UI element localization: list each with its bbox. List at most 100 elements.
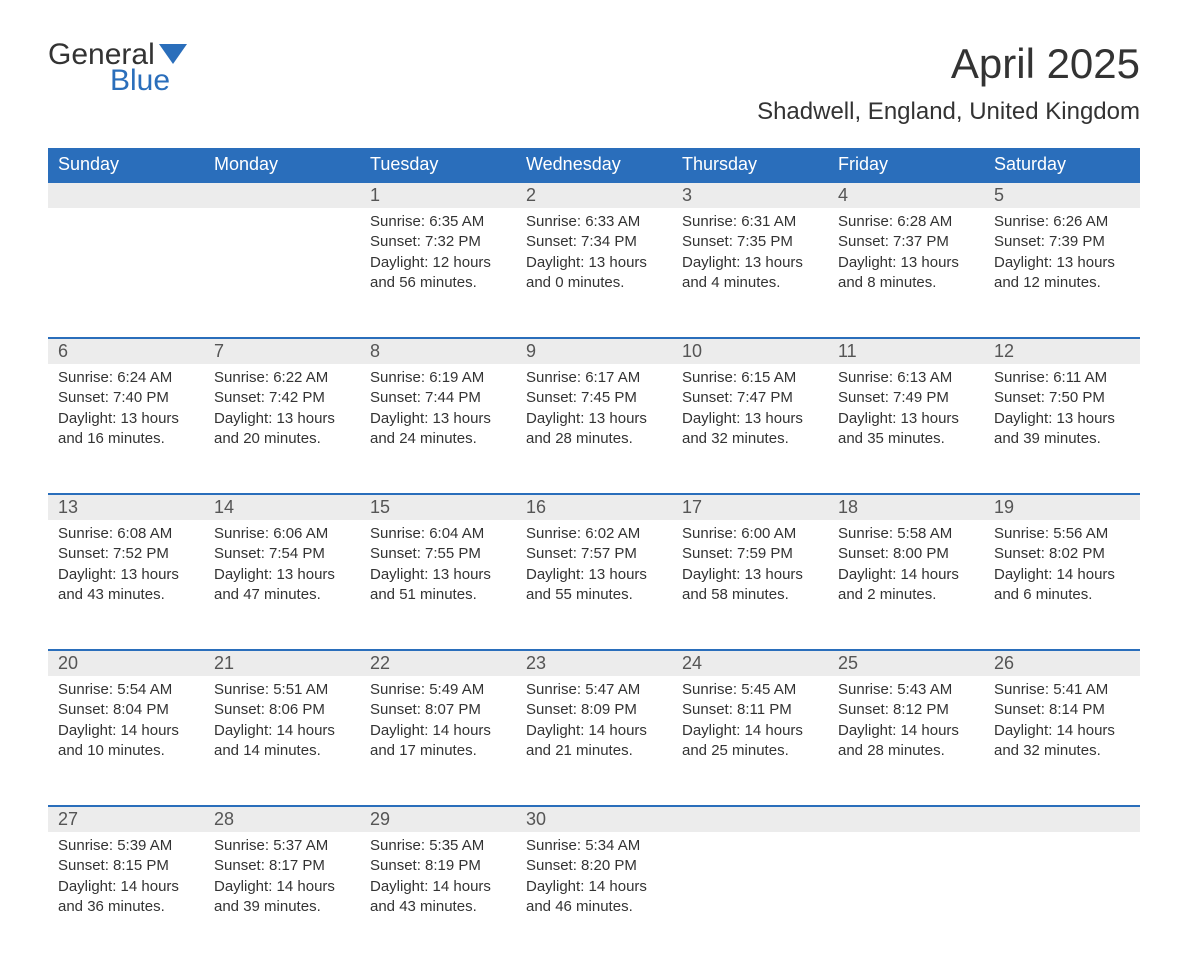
- sunset-text: Sunset: 7:35 PM: [682, 232, 818, 252]
- day-number: 24: [672, 651, 828, 676]
- day-content: Sunrise: 6:19 AMSunset: 7:44 PMDaylight:…: [360, 364, 516, 463]
- day-number: 27: [48, 807, 204, 832]
- sunrise-text: Sunrise: 5:58 AM: [838, 524, 974, 544]
- daylight-text-1: Daylight: 13 hours: [682, 565, 818, 585]
- day-content-cell: [48, 208, 204, 338]
- sunset-text: Sunset: 8:20 PM: [526, 856, 662, 876]
- daylight-text-1: Daylight: 14 hours: [370, 721, 506, 741]
- day-content-cell: Sunrise: 6:06 AMSunset: 7:54 PMDaylight:…: [204, 520, 360, 650]
- day-content-cell: Sunrise: 5:39 AMSunset: 8:15 PMDaylight:…: [48, 832, 204, 962]
- sunset-text: Sunset: 8:17 PM: [214, 856, 350, 876]
- day-number-cell: 23: [516, 650, 672, 676]
- logo-text-2: Blue: [48, 66, 170, 96]
- daylight-text-1: Daylight: 14 hours: [526, 877, 662, 897]
- day-content-cell: Sunrise: 5:54 AMSunset: 8:04 PMDaylight:…: [48, 676, 204, 806]
- sunset-text: Sunset: 7:34 PM: [526, 232, 662, 252]
- daylight-text-1: Daylight: 14 hours: [526, 721, 662, 741]
- day-number-cell: 5: [984, 182, 1140, 208]
- daylight-text-2: and 55 minutes.: [526, 585, 662, 605]
- day-number-cell: 9: [516, 338, 672, 364]
- day-number-cell: [672, 806, 828, 832]
- daylight-text-1: Daylight: 14 hours: [214, 877, 350, 897]
- daylight-text-2: and 39 minutes.: [994, 429, 1130, 449]
- day-number-cell: 10: [672, 338, 828, 364]
- day-number: 13: [48, 495, 204, 520]
- sunset-text: Sunset: 8:14 PM: [994, 700, 1130, 720]
- day-content-cell: Sunrise: 5:58 AMSunset: 8:00 PMDaylight:…: [828, 520, 984, 650]
- day-number: 29: [360, 807, 516, 832]
- sunset-text: Sunset: 7:50 PM: [994, 388, 1130, 408]
- sunrise-text: Sunrise: 5:34 AM: [526, 836, 662, 856]
- week-daynum-row: 13141516171819: [48, 494, 1140, 520]
- day-content: Sunrise: 6:26 AMSunset: 7:39 PMDaylight:…: [984, 208, 1140, 307]
- day-content-cell: Sunrise: 6:17 AMSunset: 7:45 PMDaylight:…: [516, 364, 672, 494]
- daylight-text-2: and 12 minutes.: [994, 273, 1130, 293]
- week-daynum-row: 20212223242526: [48, 650, 1140, 676]
- sunset-text: Sunset: 7:40 PM: [58, 388, 194, 408]
- day-number-cell: 8: [360, 338, 516, 364]
- day-content: Sunrise: 6:13 AMSunset: 7:49 PMDaylight:…: [828, 364, 984, 463]
- day-number: 12: [984, 339, 1140, 364]
- day-content-cell: Sunrise: 5:56 AMSunset: 8:02 PMDaylight:…: [984, 520, 1140, 650]
- day-number-cell: 11: [828, 338, 984, 364]
- daylight-text-1: Daylight: 13 hours: [526, 253, 662, 273]
- day-number-cell: 7: [204, 338, 360, 364]
- day-number-cell: 13: [48, 494, 204, 520]
- sunrise-text: Sunrise: 6:15 AM: [682, 368, 818, 388]
- day-content: Sunrise: 6:35 AMSunset: 7:32 PMDaylight:…: [360, 208, 516, 307]
- day-content-cell: Sunrise: 5:49 AMSunset: 8:07 PMDaylight:…: [360, 676, 516, 806]
- day-number: 25: [828, 651, 984, 676]
- daylight-text-2: and 56 minutes.: [370, 273, 506, 293]
- day-content-cell: Sunrise: 6:31 AMSunset: 7:35 PMDaylight:…: [672, 208, 828, 338]
- daylight-text-2: and 4 minutes.: [682, 273, 818, 293]
- daylight-text-2: and 36 minutes.: [58, 897, 194, 917]
- day-content-cell: Sunrise: 6:15 AMSunset: 7:47 PMDaylight:…: [672, 364, 828, 494]
- day-number-cell: 12: [984, 338, 1140, 364]
- day-number: 14: [204, 495, 360, 520]
- daylight-text-2: and 51 minutes.: [370, 585, 506, 605]
- day-content: Sunrise: 5:39 AMSunset: 8:15 PMDaylight:…: [48, 832, 204, 931]
- day-content: Sunrise: 6:02 AMSunset: 7:57 PMDaylight:…: [516, 520, 672, 619]
- sunset-text: Sunset: 8:00 PM: [838, 544, 974, 564]
- day-number-cell: 3: [672, 182, 828, 208]
- day-content: Sunrise: 6:06 AMSunset: 7:54 PMDaylight:…: [204, 520, 360, 619]
- weekday-header: Tuesday: [360, 148, 516, 182]
- sunset-text: Sunset: 8:04 PM: [58, 700, 194, 720]
- day-number: 18: [828, 495, 984, 520]
- sunrise-text: Sunrise: 6:35 AM: [370, 212, 506, 232]
- day-number: 2: [516, 183, 672, 208]
- day-number-cell: 24: [672, 650, 828, 676]
- day-number: 30: [516, 807, 672, 832]
- calendar-header-row: SundayMondayTuesdayWednesdayThursdayFrid…: [48, 148, 1140, 182]
- day-content-cell: Sunrise: 6:33 AMSunset: 7:34 PMDaylight:…: [516, 208, 672, 338]
- daylight-text-2: and 43 minutes.: [370, 897, 506, 917]
- day-number: 5: [984, 183, 1140, 208]
- sunrise-text: Sunrise: 6:17 AM: [526, 368, 662, 388]
- sunrise-text: Sunrise: 6:24 AM: [58, 368, 194, 388]
- daylight-text-2: and 28 minutes.: [838, 741, 974, 761]
- day-number: 7: [204, 339, 360, 364]
- sunset-text: Sunset: 8:12 PM: [838, 700, 974, 720]
- day-number: 6: [48, 339, 204, 364]
- daylight-text-2: and 46 minutes.: [526, 897, 662, 917]
- sunset-text: Sunset: 8:15 PM: [58, 856, 194, 876]
- day-content: Sunrise: 6:17 AMSunset: 7:45 PMDaylight:…: [516, 364, 672, 463]
- sunrise-text: Sunrise: 5:47 AM: [526, 680, 662, 700]
- week-content-row: Sunrise: 6:24 AMSunset: 7:40 PM Daylight:…: [48, 364, 1140, 494]
- sunset-text: Sunset: 7:54 PM: [214, 544, 350, 564]
- sunset-text: Sunset: 8:09 PM: [526, 700, 662, 720]
- day-number-cell: [984, 806, 1140, 832]
- daylight-text-1: Daylight: 13 hours: [838, 253, 974, 273]
- day-number: 16: [516, 495, 672, 520]
- day-number-cell: 26: [984, 650, 1140, 676]
- calendar-table: SundayMondayTuesdayWednesdayThursdayFrid…: [48, 148, 1140, 962]
- sunrise-text: Sunrise: 5:43 AM: [838, 680, 974, 700]
- daylight-text-1: Daylight: 14 hours: [994, 565, 1130, 585]
- sunrise-text: Sunrise: 5:45 AM: [682, 680, 818, 700]
- sunset-text: Sunset: 7:52 PM: [58, 544, 194, 564]
- daylight-text-2: and 14 minutes.: [214, 741, 350, 761]
- sunset-text: Sunset: 7:42 PM: [214, 388, 350, 408]
- sunrise-text: Sunrise: 6:11 AM: [994, 368, 1130, 388]
- daylight-text-1: Daylight: 13 hours: [526, 409, 662, 429]
- sunrise-text: Sunrise: 6:00 AM: [682, 524, 818, 544]
